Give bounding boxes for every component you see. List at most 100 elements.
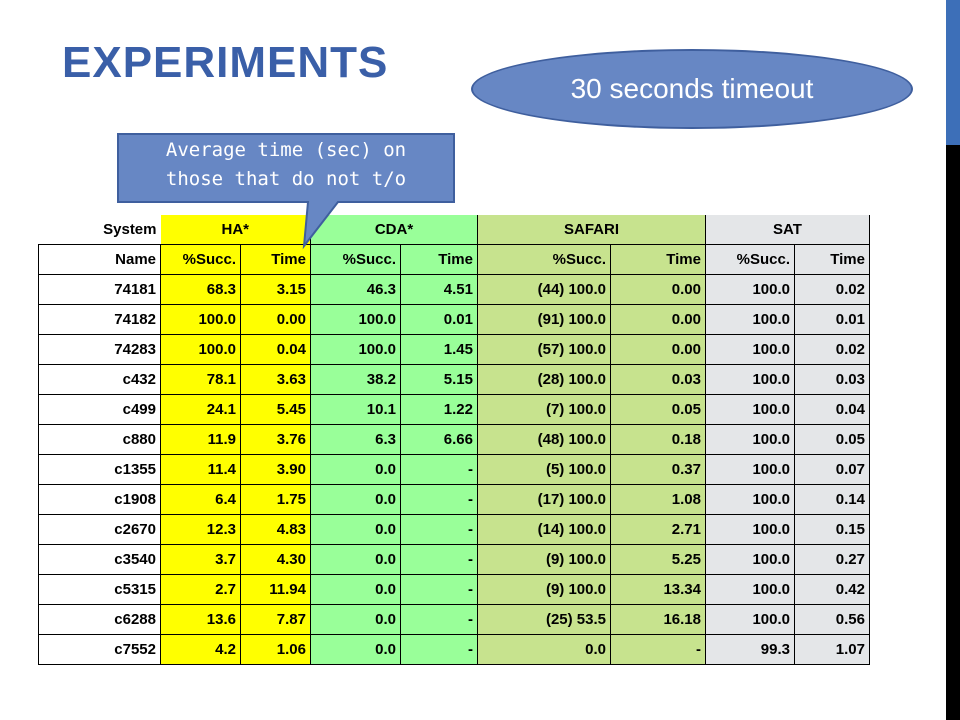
column-header-row: Name %Succ. Time %Succ. Time %Succ. Time… [38,244,870,275]
cell-name: 74283 [38,334,161,365]
cell-safari-time: 16.18 [610,604,706,635]
cell-ha-succ: 4.2 [160,634,241,665]
cell-ha-time: 0.00 [240,304,311,335]
cell-sat-succ: 100.0 [705,394,795,425]
cell-sat-time: 1.07 [794,634,870,665]
cell-cda-succ: 46.3 [310,274,401,305]
cell-ha-time: 4.30 [240,544,311,575]
cell-name: c880 [38,424,161,455]
cell-ha-succ: 2.7 [160,574,241,605]
group-ha: HA* [160,215,311,245]
cell-sat-time: 0.07 [794,454,870,485]
timeout-callout: 30 seconds timeout [471,49,913,129]
cell-safari-time: 1.08 [610,484,706,515]
cell-sat-succ: 100.0 [705,364,795,395]
cell-name: 74182 [38,304,161,335]
cell-sat-succ: 100.0 [705,424,795,455]
cell-safari-time: 2.71 [610,514,706,545]
system-label: System [38,215,161,245]
cell-ha-time: 7.87 [240,604,311,635]
cell-cda-succ: 0.0 [310,484,401,515]
cell-ha-succ: 100.0 [160,334,241,365]
cell-name: c499 [38,394,161,425]
cell-safari-succ: (7) 100.0 [477,394,611,425]
cell-name: 74181 [38,274,161,305]
cell-cda-succ: 0.0 [310,634,401,665]
cell-ha-succ: 6.4 [160,484,241,515]
table-row: c5315 2.7 11.94 0.0- (9) 100.0 13.34 100.0 0.42 [38,574,870,605]
cell-cda-time: 1.45 [400,334,478,365]
cell-sat-time: 0.56 [794,604,870,635]
header-sat-succ: %Succ. [705,244,795,275]
cell-cda-time: - [400,634,478,665]
table-row: c499 24.1 5.45 10.1 1.22 (7) 100.0 0.05 100.0 0.… [38,394,870,425]
cell-cda-time: - [400,484,478,515]
cell-name: c6288 [38,604,161,635]
table-row: c880 11.9 3.76 6.3 6.66 (48) 100.0 0.18 100.0 0.… [38,424,870,455]
cell-name: c1908 [38,484,161,515]
cell-cda-time: - [400,514,478,545]
cell-ha-succ: 13.6 [160,604,241,635]
cell-ha-succ: 12.3 [160,514,241,545]
cell-sat-succ: 100.0 [705,574,795,605]
cell-sat-succ: 99.3 [705,634,795,665]
cell-name: c5315 [38,574,161,605]
header-sat-time: Time [794,244,870,275]
group-safari: SAFARI [477,215,706,245]
header-cda-time: Time [400,244,478,275]
cell-safari-succ: (9) 100.0 [477,544,611,575]
cell-ha-succ: 11.4 [160,454,241,485]
cell-name: c3540 [38,544,161,575]
cell-cda-succ: 0.0 [310,514,401,545]
cell-cda-time: - [400,454,478,485]
cell-cda-succ: 0.0 [310,454,401,485]
header-name: Name [38,244,161,275]
callout-line-1: Average time (sec) on [165,139,407,161]
cell-ha-time: 3.76 [240,424,311,455]
cell-cda-succ: 100.0 [310,334,401,365]
cell-sat-time: 0.03 [794,364,870,395]
cell-ha-succ: 78.1 [160,364,241,395]
average-time-callout: Average time (sec) on those that do not … [116,132,456,252]
slide-edge-accent [946,0,960,145]
cell-cda-time: 4.51 [400,274,478,305]
table-row: c7552 4.2 1.06 0.0-0.0-99.3 1.07 [38,634,870,665]
cell-sat-succ: 100.0 [705,604,795,635]
cell-safari-time: 0.00 [610,304,706,335]
cell-ha-time: 5.45 [240,394,311,425]
cell-safari-succ: 0.0 [477,634,611,665]
cell-sat-succ: 100.0 [705,334,795,365]
group-sat: SAT [705,215,870,245]
cell-cda-succ: 6.3 [310,424,401,455]
cell-sat-time: 0.01 [794,304,870,335]
cell-cda-time: 5.15 [400,364,478,395]
cell-sat-time: 0.27 [794,544,870,575]
table-row: 74181 68.3 3.15 46.3 4.51 (44) 100.0 0.00 100.0… [38,274,870,305]
cell-cda-succ: 0.0 [310,604,401,635]
cell-cda-time: - [400,574,478,605]
cell-ha-succ: 24.1 [160,394,241,425]
cell-ha-succ: 11.9 [160,424,241,455]
cell-cda-succ: 38.2 [310,364,401,395]
cell-ha-time: 1.75 [240,484,311,515]
cell-cda-succ: 0.0 [310,544,401,575]
cell-safari-succ: (9) 100.0 [477,574,611,605]
callout-line-2: those that do not t/o [165,168,407,190]
cell-safari-time: - [610,634,706,665]
cell-ha-time: 3.63 [240,364,311,395]
cell-ha-time: 3.90 [240,454,311,485]
cell-safari-time: 0.03 [610,364,706,395]
cell-sat-time: 0.02 [794,334,870,365]
cell-sat-succ: 100.0 [705,544,795,575]
cell-ha-time: 4.83 [240,514,311,545]
header-ha-time: Time [240,244,311,275]
cell-name: c2670 [38,514,161,545]
cell-sat-succ: 100.0 [705,304,795,335]
header-ha-succ: %Succ. [160,244,241,275]
slide-title: EXPERIMENTS [62,38,389,87]
cell-safari-succ: (5) 100.0 [477,454,611,485]
cell-ha-succ: 3.7 [160,544,241,575]
cell-sat-succ: 100.0 [705,274,795,305]
cell-sat-time: 0.42 [794,574,870,605]
callout-shape [117,133,455,250]
